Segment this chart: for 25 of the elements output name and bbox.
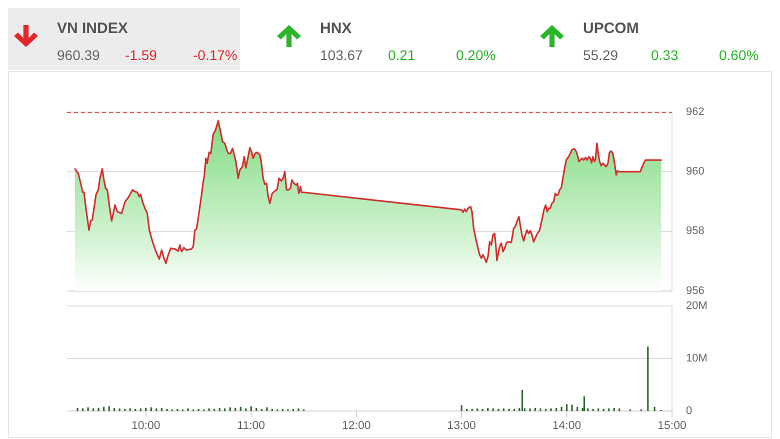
x-tick-label: 15:00 [658,420,686,432]
text: 0.21 [388,47,416,63]
y-tick-label: 10M [686,352,708,364]
text: VN INDEX [57,20,128,37]
y-tick-label: 958 [686,225,704,238]
text: UPCOM [583,20,639,37]
text: 0.20% [456,47,496,63]
text: -0.17% [193,47,238,63]
text: -1.59 [125,47,158,63]
y-tick-label: 960 [686,166,704,178]
x-tick-label: 11:00 [237,420,266,432]
text: 55.29 [583,47,618,63]
y-tick-label: 0 [686,404,692,417]
text: 0.60% [719,47,759,63]
y-tick-label: 20M [686,300,708,312]
x-tick-label: 13:00 [447,420,476,432]
text: HNX [320,20,352,37]
x-tick-label: 10:00 [132,420,160,432]
y-tick-label: 962 [686,106,704,118]
text: 103.67 [320,47,364,63]
x-tick-label: 12:00 [342,420,371,432]
x-tick-label: 14:00 [552,420,582,432]
y-tick-label: 956 [686,284,704,297]
text: 960.39 [57,47,100,63]
text: 0.33 [651,47,678,63]
